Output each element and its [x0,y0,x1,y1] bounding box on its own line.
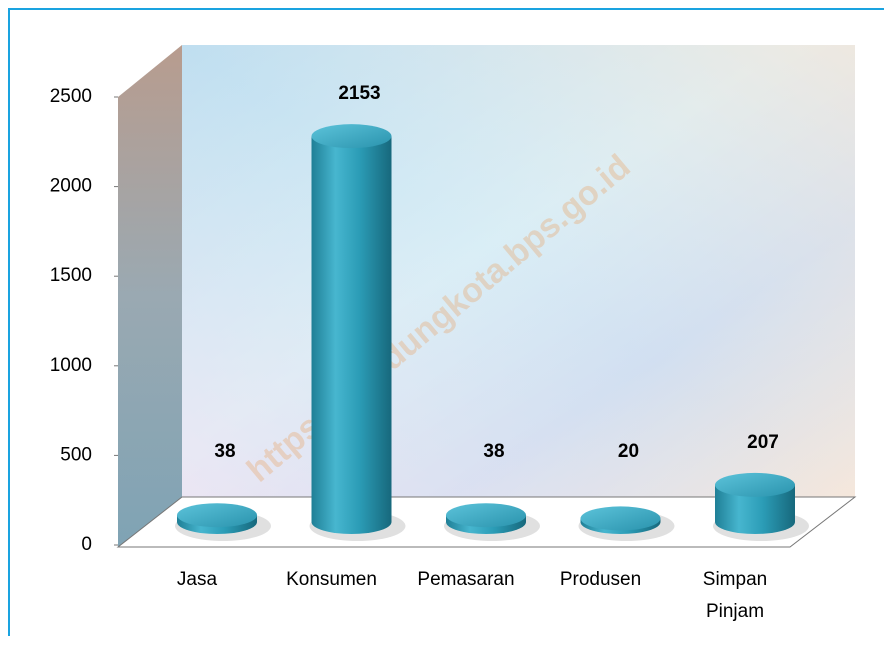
y-tick-label: 0 [81,534,92,555]
bar-cap [177,503,257,528]
bar-cap [311,124,392,149]
y-tick-label: 1500 [50,265,92,286]
y-tick-label: 2000 [50,176,92,197]
value-label: 2153 [338,83,380,104]
value-label: 207 [747,432,779,453]
bar-cap [715,472,795,497]
value-label: 20 [618,441,639,462]
y-tick-label: 1000 [50,355,92,376]
y-tick-label: 500 [60,444,92,465]
bar [175,503,271,541]
value-label: 38 [483,441,504,462]
x-tick-label: Pemasaran [417,569,515,590]
bar-body [311,136,392,534]
bar-body [715,484,795,534]
x-tick-label: Produsen [559,569,642,590]
bar [444,503,540,541]
y-tick-label: 2500 [50,86,92,107]
value-label: 38 [214,441,235,462]
bar [578,506,675,541]
bar [713,472,809,541]
side-wall [118,45,182,547]
x-tick-label: Simpan Pinjam [702,569,768,622]
bar [309,124,406,541]
bar-cap [580,506,661,531]
x-tick-label: Jasa [176,569,218,590]
x-tick-label: Konsumen [286,569,377,590]
frame [8,8,884,636]
bar-cap [446,503,526,528]
